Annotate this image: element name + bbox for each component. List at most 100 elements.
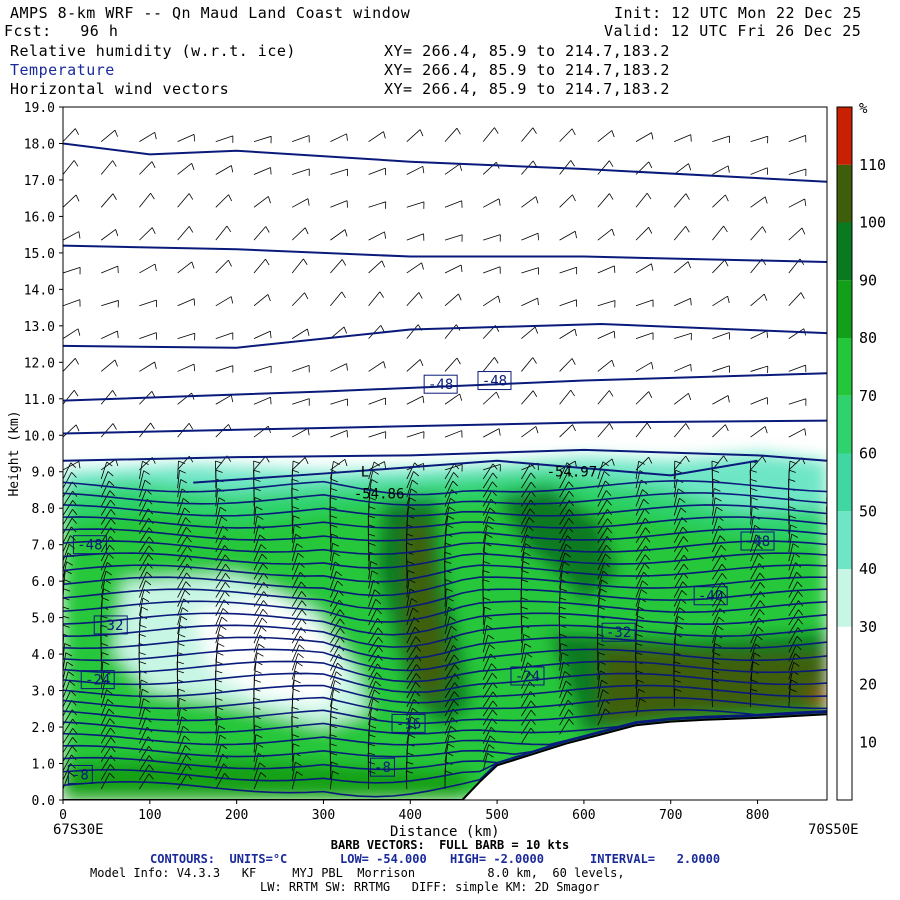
wind-barb — [635, 499, 644, 516]
wind-barb — [63, 231, 80, 241]
wind-barb — [177, 507, 185, 525]
wind-barb-feather — [69, 771, 75, 777]
wind-barb-feather — [449, 734, 456, 740]
wind-barb-feather — [721, 590, 727, 597]
wind-barb — [330, 398, 348, 405]
wind-barb — [444, 463, 455, 480]
wind-barb — [100, 737, 112, 753]
wind-barb — [826, 614, 827, 616]
wind-barb-feather — [764, 426, 768, 434]
wind-barb — [291, 328, 308, 339]
wind-barb-feather — [332, 770, 339, 775]
wind-barb-feather — [637, 679, 644, 684]
wind-barb — [215, 194, 229, 208]
wind-barb — [712, 225, 724, 241]
wind-barb — [253, 743, 258, 762]
wind-barb-feather — [72, 509, 78, 516]
wind-barb-feather — [218, 497, 226, 502]
wind-barb-feather — [63, 624, 70, 628]
wind-barb — [63, 700, 72, 717]
wind-barb — [597, 359, 613, 372]
wind-barb — [100, 458, 116, 471]
wind-barb — [635, 698, 641, 717]
wind-barb-feather — [602, 689, 609, 695]
wind-barb-feather — [609, 193, 614, 200]
wind-barb-feather — [330, 752, 338, 756]
wind-barb-feather — [253, 469, 261, 473]
wind-barb — [444, 127, 458, 142]
wind-barb-feather — [648, 161, 653, 169]
wind-barb — [368, 681, 376, 699]
wind-barb-feather — [72, 737, 78, 744]
wind-barb — [100, 129, 116, 142]
wind-barb-feather — [333, 688, 340, 694]
wind-barb — [750, 544, 758, 562]
wind-barb-feather — [180, 479, 187, 484]
y-tick-label: 7.0 — [32, 539, 55, 554]
colorbar-label: 90 — [859, 271, 877, 289]
wind-barb-feather — [291, 478, 299, 482]
wind-barb-feather — [73, 160, 79, 167]
wind-barb — [139, 563, 148, 580]
wind-barb-feather — [638, 688, 645, 693]
wind-barb-feather — [300, 581, 306, 588]
contour-label: -16 — [396, 716, 421, 732]
wind-barb — [139, 361, 155, 372]
wind-barb-feather — [406, 770, 414, 774]
wind-barb — [406, 681, 416, 699]
wind-barb — [635, 422, 648, 438]
wind-barb — [177, 363, 195, 372]
y-tick-label: 19.0 — [24, 101, 55, 116]
colorbar-segment — [837, 453, 852, 512]
wind-barb — [482, 472, 494, 489]
wind-barb-feather — [112, 423, 117, 430]
wind-barb-feather — [304, 292, 309, 300]
wind-barb-feather — [560, 643, 568, 647]
wind-barb-feather — [68, 671, 75, 676]
wind-barb-feather — [611, 228, 615, 236]
wind-barb-feather — [71, 517, 77, 524]
wind-barb — [559, 266, 577, 274]
wind-barb-feather — [224, 773, 230, 779]
wind-barb-feather — [297, 552, 304, 558]
wind-barb-feather — [644, 554, 651, 561]
wind-barb-feather — [559, 606, 566, 610]
wind-barb — [788, 671, 793, 689]
wind-barb — [521, 232, 539, 241]
wind-barb — [482, 718, 493, 735]
wind-barb-feather — [750, 679, 758, 683]
wind-barb — [597, 689, 604, 708]
wind-barb-feather — [368, 743, 376, 747]
wind-barb — [635, 545, 646, 562]
model-info-2: LW: RRTM SW: RRTMG DIFF: simple KM: 2D S… — [260, 880, 600, 894]
temp-contour — [63, 696, 827, 714]
wind-barb-feather — [142, 688, 149, 693]
temp-contour — [63, 588, 827, 610]
wind-barb — [635, 391, 650, 405]
rh-surface-layer — [63, 756, 472, 800]
contour-label-box — [391, 713, 426, 733]
contour-label: -48 — [745, 534, 770, 550]
wind-barb-feather — [109, 772, 115, 779]
wind-barb-feather — [793, 661, 800, 667]
wind-barb-feather — [292, 743, 300, 747]
wind-barb — [368, 461, 385, 471]
wind-barb — [597, 680, 602, 698]
wind-barb-feather — [267, 196, 271, 204]
wind-barb — [291, 609, 303, 626]
wind-barb-feather — [725, 424, 729, 432]
wind-barb — [368, 260, 383, 274]
wind-barb — [63, 128, 76, 142]
wind-barb-feather — [568, 518, 574, 524]
wind-barb-feather — [215, 661, 223, 665]
wind-barb-feather — [800, 292, 805, 299]
wind-barb — [368, 707, 373, 726]
wind-barb-feather — [453, 472, 459, 478]
wind-barb-feather — [106, 689, 113, 695]
y-axis-label: Height (km) — [7, 410, 22, 496]
wind-barb-feather — [675, 469, 683, 474]
wind-barb-feather — [563, 561, 570, 566]
wind-barb — [750, 456, 763, 471]
y-tick-label: 2.0 — [32, 721, 55, 736]
